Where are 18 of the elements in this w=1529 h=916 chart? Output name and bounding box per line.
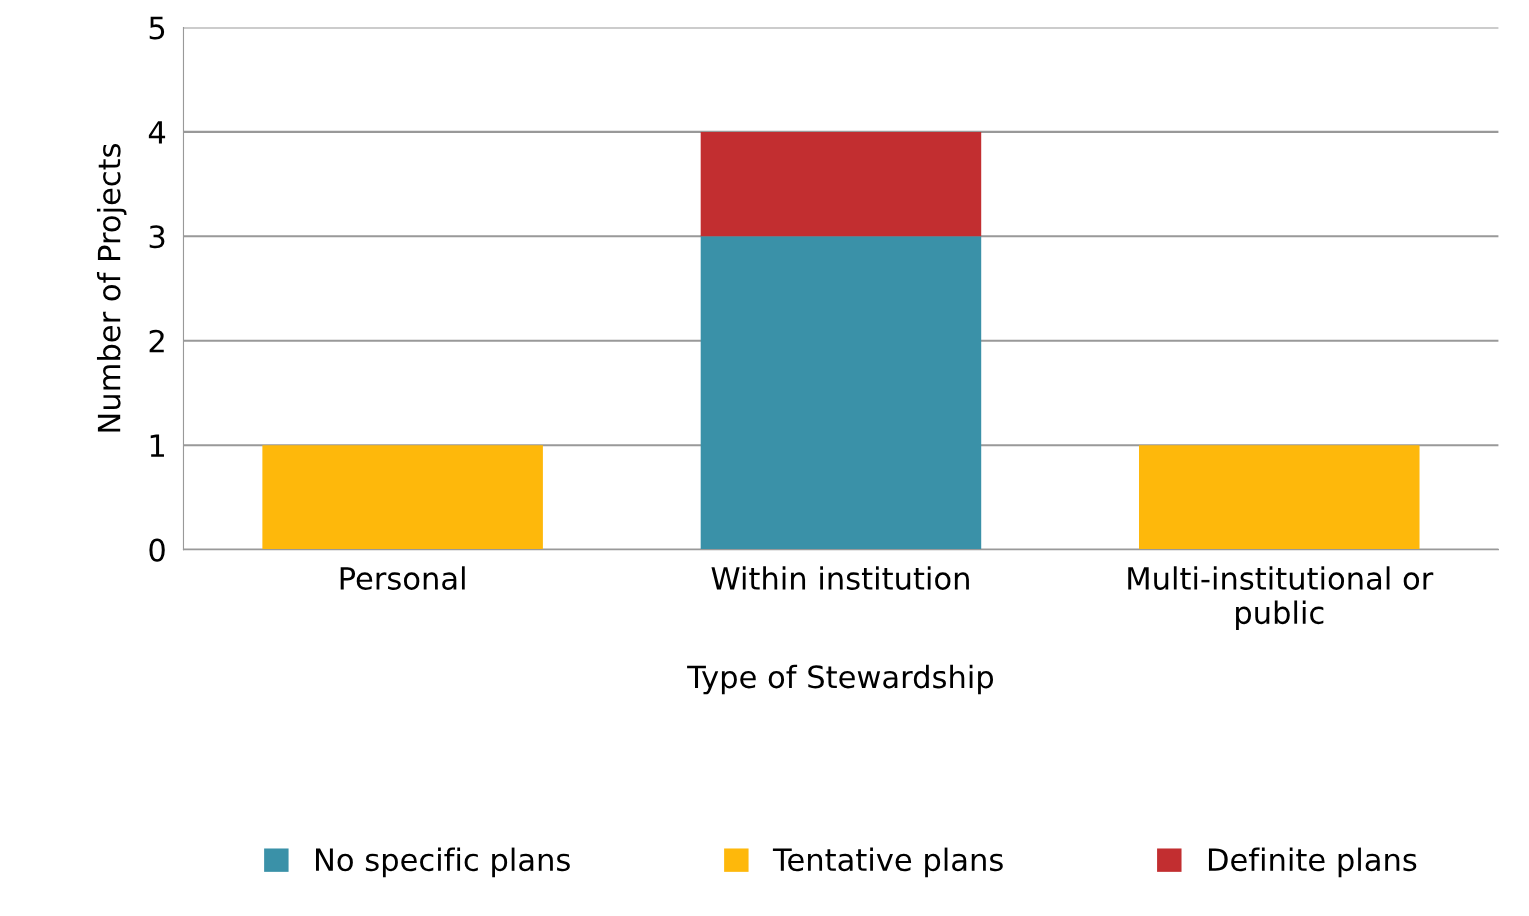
bar (262, 445, 543, 550)
bar (700, 236, 982, 550)
legend-label: Definite plans (1208, 847, 1417, 878)
y-tick-label: 4 (148, 121, 166, 144)
y-tick-label: 1 (150, 434, 164, 457)
legend-label: Tentative plans (772, 847, 1003, 878)
y-axis-title: Number of Projects (96, 144, 127, 432)
bar (1139, 445, 1420, 550)
x-tick-label: Personal (340, 566, 465, 590)
x-tick-label: Multi-institutional or public (1128, 566, 1434, 631)
legend-label: No specific plans (316, 847, 570, 878)
x-tick-label: Within institution (711, 566, 969, 590)
x-axis-title: Type of Stewardship (687, 664, 994, 695)
y-tick-label: 3 (149, 225, 165, 249)
bar (700, 131, 982, 237)
y-tick-label: 5 (149, 16, 165, 40)
y-tick-label: 0 (149, 538, 165, 562)
y-tick-label: 2 (149, 329, 164, 353)
